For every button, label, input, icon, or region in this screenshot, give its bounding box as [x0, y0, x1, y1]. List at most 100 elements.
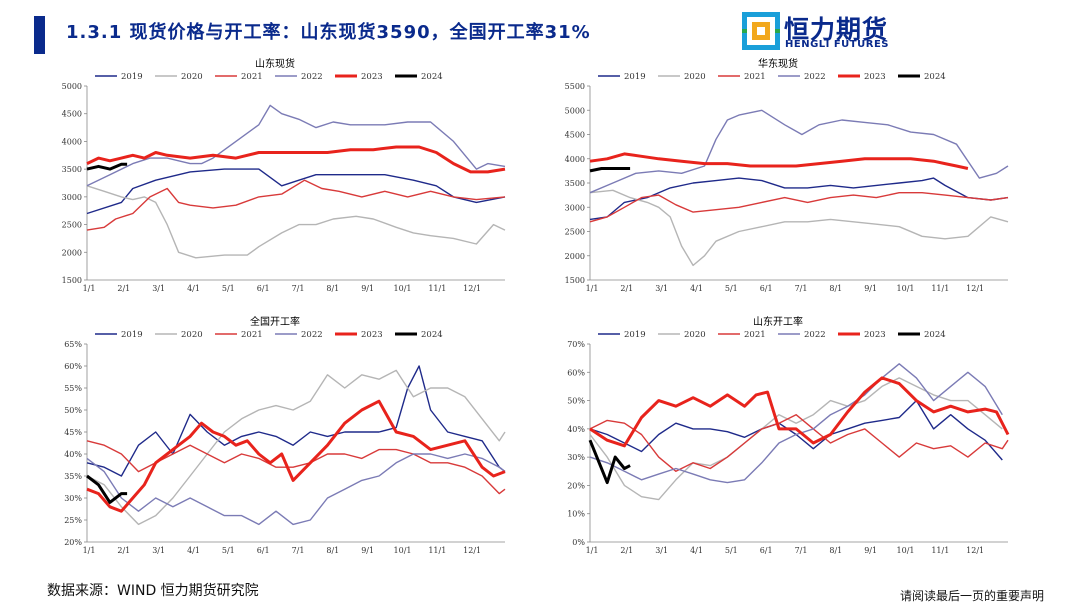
- series-line-2019: [589, 177, 1009, 221]
- legend-label-2021: 2021: [241, 330, 263, 340]
- legend-label-2021: 2021: [744, 72, 766, 82]
- x-tick-label: 5/1: [222, 284, 235, 293]
- y-tick-label: 2000: [565, 252, 585, 261]
- y-tick-label: 25%: [64, 516, 82, 525]
- x-tick-label: 1/1: [586, 546, 599, 555]
- legend-label-2021: 2021: [744, 330, 766, 340]
- x-tick-label: 11/1: [428, 546, 446, 555]
- series-line-2022: [589, 363, 1003, 484]
- x-tick-label: 10/1: [897, 284, 915, 293]
- series-line-2019: [86, 168, 506, 215]
- legend-label-2023: 2023: [864, 330, 886, 340]
- chart-title: 山东现货: [255, 57, 295, 70]
- y-tick-label: 20%: [64, 538, 82, 547]
- y-tick-label: 4000: [565, 155, 585, 164]
- legend-label-2022: 2022: [301, 72, 323, 82]
- y-tick-label: 30%: [64, 494, 82, 503]
- y-tick-label: 2500: [62, 221, 82, 230]
- x-tick-label: 9/1: [864, 546, 877, 555]
- y-tick-label: 2000: [62, 248, 82, 257]
- x-tick-label: 8/1: [829, 284, 842, 293]
- legend-label-2020: 2020: [181, 72, 203, 82]
- series-line-2021: [589, 413, 1009, 473]
- x-tick-label: 6/1: [760, 546, 773, 555]
- x-tick-label: 2/1: [117, 546, 130, 555]
- x-tick-label: 1/1: [83, 284, 96, 293]
- y-tick-label: 3000: [62, 193, 82, 202]
- legend-label-2021: 2021: [241, 72, 263, 82]
- legend-label-2024: 2024: [924, 330, 946, 340]
- y-tick-label: 3500: [62, 165, 82, 174]
- y-tick-label: 60%: [567, 368, 585, 377]
- y-tick-label: 30%: [567, 453, 585, 462]
- y-tick-label: 60%: [64, 362, 82, 371]
- y-tick-label: 5500: [565, 82, 585, 91]
- series-line-2019: [86, 365, 506, 477]
- series-line-2023: [86, 145, 506, 174]
- x-tick-label: 10/1: [394, 546, 412, 555]
- x-tick-label: 2/1: [620, 284, 633, 293]
- page-title: 1.3.1 现货价格与开工率：山东现货3590，全国开工率31%: [66, 22, 591, 43]
- chart-svg: 全国开工率 2019 2020 2021 2022 2023 2024 20% 25% 30% 35…: [64, 315, 506, 555]
- legend-label-2019: 2019: [624, 330, 646, 340]
- x-tick-label: 3/1: [655, 546, 668, 555]
- x-tick-label: 6/1: [257, 284, 270, 293]
- chart-national-operating-rate: 全国开工率 2019 2020 2021 2022 2023 2024 20% 25% 30% 35…: [45, 315, 525, 560]
- x-tick-label: 12/1: [966, 284, 984, 293]
- y-tick-label: 1500: [565, 276, 585, 285]
- chart-east-china-spot: 华东现货 2019 2020 2021 2022 2023 2024 1500 2000 2500…: [548, 57, 1028, 298]
- legend-label-2020: 2020: [684, 330, 706, 340]
- series-line-2023: [589, 152, 969, 170]
- x-tick-label: 5/1: [222, 546, 235, 555]
- series-line-2023: [86, 399, 506, 513]
- x-tick-label: 9/1: [361, 546, 374, 555]
- x-tick-label: 5/1: [725, 546, 738, 555]
- y-tick-label: 40%: [567, 425, 585, 434]
- x-tick-label: 3/1: [152, 284, 165, 293]
- y-tick-label: 40%: [64, 450, 82, 459]
- x-tick-label: 3/1: [655, 284, 668, 293]
- series-line-2020: [86, 369, 506, 526]
- y-tick-label: 10%: [567, 510, 585, 519]
- series-line-2021: [589, 191, 1009, 223]
- x-tick-label: 4/1: [187, 546, 200, 555]
- x-tick-label: 2/1: [117, 284, 130, 293]
- x-tick-label: 11/1: [931, 284, 949, 293]
- series-line-2022: [86, 453, 506, 526]
- series-line-2023: [589, 376, 1010, 448]
- y-tick-label: 50%: [64, 406, 82, 415]
- y-tick-label: 4500: [565, 131, 585, 140]
- title-accent-bar: [34, 16, 45, 54]
- company-logo: 恒力期货 HENGLI FUTURES: [742, 10, 912, 54]
- y-tick-label: 2500: [565, 228, 585, 237]
- y-tick-label: 20%: [567, 481, 585, 490]
- x-tick-label: 10/1: [394, 284, 412, 293]
- series-line-2024: [86, 162, 128, 171]
- series-line-2024: [589, 167, 631, 173]
- legend-label-2022: 2022: [301, 330, 323, 340]
- series-line-2021: [86, 440, 506, 495]
- series-line-2020: [86, 185, 506, 259]
- x-tick-label: 12/1: [463, 546, 481, 555]
- x-tick-label: 9/1: [864, 284, 877, 293]
- x-tick-label: 12/1: [966, 546, 984, 555]
- data-source-note: 数据来源：WIND 恒力期货研究院: [47, 583, 259, 599]
- chart-shandong-spot: 山东现货 2019 2020 2021 2022 2023 2024 1500 2000 2500…: [45, 57, 525, 298]
- x-tick-label: 2/1: [620, 546, 633, 555]
- x-tick-label: 7/1: [795, 546, 808, 555]
- x-tick-label: 1/1: [83, 546, 96, 555]
- chart-shandong-operating-rate: 山东开工率 2019 2020 2021 2022 2023 2024 0% 10% 20% 30%…: [548, 315, 1028, 560]
- legend-label-2022: 2022: [804, 330, 826, 340]
- legend-label-2023: 2023: [361, 330, 383, 340]
- legend-label-2020: 2020: [684, 72, 706, 82]
- legend-label-2019: 2019: [121, 72, 143, 82]
- legend-label-2023: 2023: [864, 72, 886, 82]
- y-tick-label: 3000: [565, 203, 585, 212]
- legend-label-2022: 2022: [804, 72, 826, 82]
- y-tick-label: 65%: [64, 340, 82, 349]
- x-tick-label: 4/1: [690, 546, 703, 555]
- x-tick-label: 8/1: [829, 546, 842, 555]
- x-tick-label: 6/1: [760, 284, 773, 293]
- chart-svg: 华东现货 2019 2020 2021 2022 2023 2024 1500 2000 2500…: [565, 57, 1009, 293]
- x-tick-label: 4/1: [690, 284, 703, 293]
